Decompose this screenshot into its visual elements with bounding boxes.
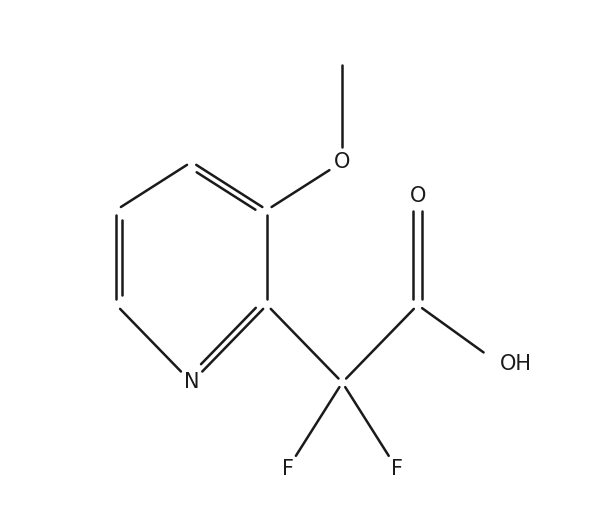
Text: O: O: [410, 186, 426, 206]
Text: F: F: [282, 459, 294, 479]
Text: F: F: [391, 459, 403, 479]
Text: OH: OH: [499, 354, 531, 374]
Text: O: O: [334, 152, 350, 172]
Text: N: N: [184, 373, 199, 393]
